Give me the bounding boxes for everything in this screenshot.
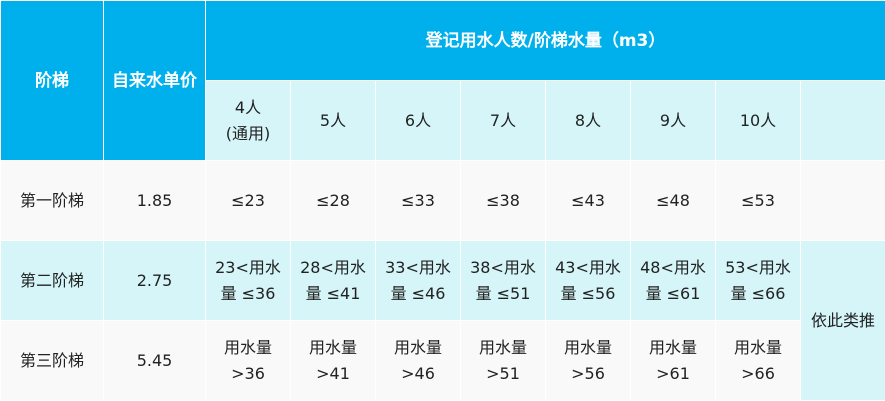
- volume-line: ≤48: [656, 190, 690, 210]
- volume-cell: 33<用水量 ≤46: [375, 240, 461, 321]
- price-cell: 5.45: [103, 320, 206, 401]
- etc-cell: 依此类推: [799, 240, 885, 401]
- volume-line: 量 ≤61: [645, 283, 701, 303]
- volume-line: ≤53: [741, 190, 775, 210]
- tier-cell: 第一阶梯: [0, 160, 104, 241]
- volume-line: ≤28: [316, 190, 350, 210]
- volume-cell: 48<用水量 ≤61: [630, 240, 716, 321]
- header-people-6: 10人: [715, 80, 801, 161]
- volume-cell: 用水量 >46: [375, 320, 461, 401]
- header-price: 自来水单价: [103, 0, 206, 161]
- volume-line: 量 ≤56: [560, 283, 616, 303]
- volume-cell: 用水量 >66: [715, 320, 801, 401]
- header-people-line: (通用): [225, 123, 271, 143]
- volume-line: >61: [656, 363, 690, 383]
- volume-cell: ≤53: [715, 160, 801, 241]
- volume-cell: 用水量 >41: [290, 320, 376, 401]
- volume-cell: ≤28: [290, 160, 376, 241]
- volume-line: ≤43: [571, 190, 605, 210]
- volume-cell: 用水量 >56: [545, 320, 631, 401]
- header-tier: 阶梯: [0, 0, 104, 161]
- volume-line: 38<用水: [470, 257, 536, 277]
- volume-line: 用水量: [733, 337, 782, 357]
- volume-line: ≤23: [231, 190, 265, 210]
- header-people-3: 7人: [460, 80, 546, 161]
- header-people-line: 5人: [319, 110, 347, 130]
- volume-line: >51: [486, 363, 520, 383]
- header-people-1: 5人: [290, 80, 376, 161]
- volume-line: 43<用水: [555, 257, 621, 277]
- table-row: 第三阶梯 5.45 用水量 >36 用水量 >41 用水量 >46 用水量 >51 用水量 >56 用水…: [0, 320, 885, 401]
- volume-cell: 23<用水量 ≤36: [205, 240, 291, 321]
- volume-line: >56: [571, 363, 605, 383]
- header-people-line: 9人: [659, 110, 687, 130]
- table-row: 第一阶梯 1.85 ≤23 ≤28 ≤33 ≤38 ≤43 ≤48 ≤53: [0, 160, 885, 241]
- volume-line: ≤33: [401, 190, 435, 210]
- volume-line: 用水量: [223, 337, 272, 357]
- volume-line: 33<用水: [385, 257, 451, 277]
- volume-line: >66: [741, 363, 775, 383]
- header-people-5: 9人: [630, 80, 716, 161]
- price-cell: 2.75: [103, 240, 206, 321]
- header-people-line: 7人: [489, 110, 517, 130]
- header-people-line: 8人: [574, 110, 602, 130]
- volume-line: 量 ≤46: [390, 283, 446, 303]
- volume-line: 量 ≤51: [475, 283, 531, 303]
- volume-cell: ≤23: [205, 160, 291, 241]
- volume-line: 用水量: [308, 337, 357, 357]
- volume-cell: ≤38: [460, 160, 546, 241]
- volume-line: 用水量: [478, 337, 527, 357]
- volume-line: 用水量: [393, 337, 442, 357]
- volume-cell: 用水量 >61: [630, 320, 716, 401]
- volume-line: >41: [316, 363, 350, 383]
- volume-cell: 43<用水量 ≤56: [545, 240, 631, 321]
- volume-cell: 38<用水量 ≤51: [460, 240, 546, 321]
- volume-line: >46: [401, 363, 435, 383]
- volume-line: ≤38: [486, 190, 520, 210]
- volume-cell: 用水量 >36: [205, 320, 291, 401]
- volume-line: 28<用水: [300, 257, 366, 277]
- header-empty: [799, 80, 885, 161]
- volume-line: 量 ≤41: [305, 283, 361, 303]
- volume-cell: 28<用水量 ≤41: [290, 240, 376, 321]
- header-people-line: 10人: [739, 110, 777, 130]
- volume-line: 量 ≤36: [220, 283, 276, 303]
- volume-cell: 53<用水量 ≤66: [715, 240, 801, 321]
- volume-line: 48<用水: [640, 257, 706, 277]
- header-people-0: 4人 (通用): [205, 80, 291, 161]
- volume-line: 用水量: [563, 337, 612, 357]
- header-people-4: 8人: [545, 80, 631, 161]
- header-group: 登记用水人数/阶梯水量（m3）: [204, 0, 885, 81]
- volume-line: 23<用水: [215, 257, 281, 277]
- header-people-line: 4人: [234, 97, 262, 117]
- volume-cell: ≤33: [375, 160, 461, 241]
- volume-line: 量 ≤66: [730, 283, 786, 303]
- volume-line: >36: [231, 363, 265, 383]
- volume-line: 用水量: [648, 337, 697, 357]
- header-people-2: 6人: [375, 80, 461, 161]
- volume-cell: ≤48: [630, 160, 716, 241]
- header-people-line: 6人: [404, 110, 432, 130]
- tier-cell: 第二阶梯: [0, 240, 104, 321]
- tier-cell: 第三阶梯: [0, 320, 104, 401]
- price-cell: 1.85: [103, 160, 206, 241]
- volume-cell: 用水量 >51: [460, 320, 546, 401]
- volume-cell: ≤43: [545, 160, 631, 241]
- empty-cell: [799, 160, 885, 241]
- table-row: 第二阶梯 2.75 23<用水量 ≤36 28<用水量 ≤41 33<用水量 ≤46 38…: [0, 240, 885, 401]
- volume-line: 53<用水: [725, 257, 791, 277]
